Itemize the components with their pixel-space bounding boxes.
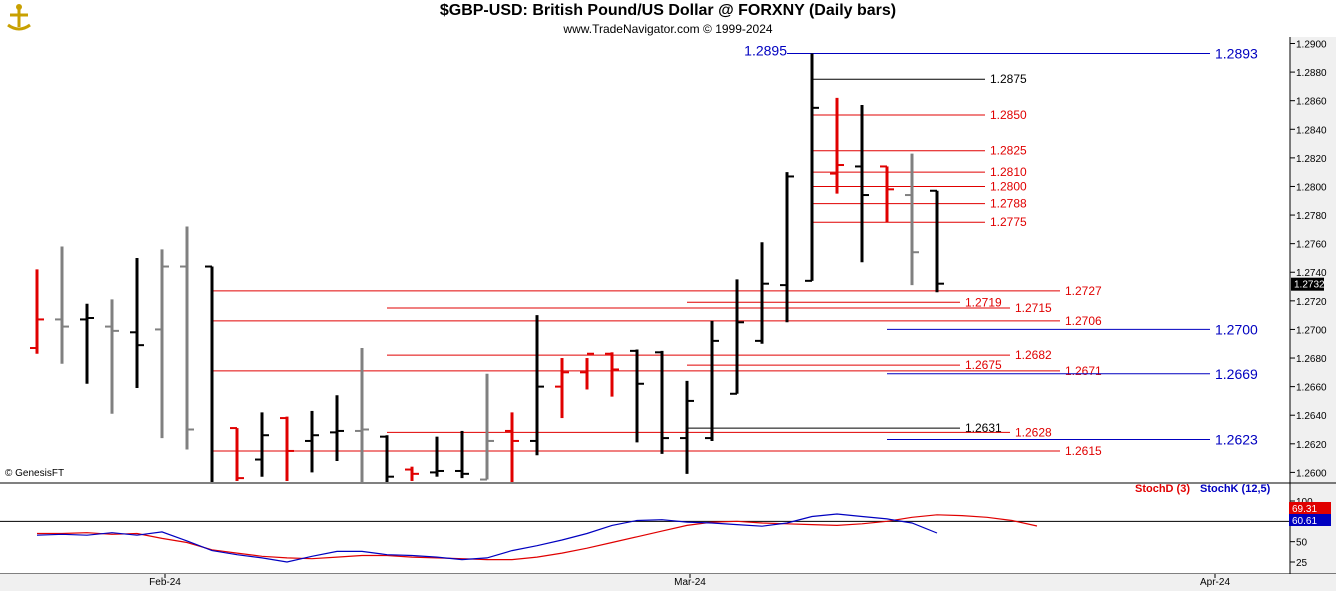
ohlc-bar	[655, 350, 669, 454]
stochd-value-box	[1289, 502, 1331, 514]
level-label: 1.2631	[965, 421, 1002, 435]
level-label: 1.2800	[990, 179, 1027, 193]
price-tick-label: 1.2820	[1296, 154, 1327, 165]
ohlc-bar	[530, 315, 544, 456]
level-label: 1.2628	[1015, 425, 1052, 439]
ohlc-bar	[430, 436, 444, 477]
ohlc-bar	[855, 104, 869, 263]
price-tick-label: 1.2740	[1296, 268, 1327, 279]
ohlc-bar	[905, 153, 919, 286]
stoch-tick-label: 50	[1296, 538, 1308, 549]
price-tick-label: 1.2660	[1296, 383, 1327, 394]
level-label: 1.2671	[1065, 364, 1102, 378]
level-label: 1.2895	[744, 43, 787, 59]
ohlc-bar	[305, 410, 319, 473]
price-tick-label: 1.2840	[1296, 125, 1327, 136]
price-tick-label: 1.2700	[1296, 325, 1327, 336]
ohlc-bar	[705, 320, 719, 441]
ohlc-bar	[280, 416, 294, 481]
ohlc-bar	[205, 265, 214, 482]
ohlc-bar	[255, 412, 269, 477]
ohlc-bar	[80, 303, 94, 384]
level-label: 1.2775	[990, 215, 1027, 229]
ohlc-bar	[930, 189, 944, 293]
ohlc-bar	[680, 380, 694, 474]
ohlc-bar	[330, 395, 344, 461]
ohlc-bar	[455, 430, 469, 479]
level-label: 1.2810	[990, 165, 1027, 179]
level-label: 1.2623	[1215, 432, 1258, 448]
ohlc-bar	[555, 358, 569, 419]
level-label: 1.2825	[990, 144, 1027, 158]
level-label: 1.2669	[1215, 366, 1258, 382]
date-tick-label: Apr-24	[1200, 577, 1230, 588]
ohlc-bar	[180, 226, 194, 450]
last-price-label: 1.2732	[1294, 280, 1325, 291]
level-label: 1.2893	[1215, 46, 1258, 62]
date-tick-label: Feb-24	[149, 577, 181, 588]
ohlc-bar	[155, 249, 169, 439]
ohlc-bar	[730, 279, 744, 395]
level-label: 1.2675	[965, 358, 1002, 372]
price-axis: 1.2600 1.2620 1.2640 1.2660 1.2680 1.2700 1.27…	[1290, 40, 1327, 479]
level-label: 1.2850	[990, 108, 1027, 122]
price-tick-label: 1.2780	[1296, 211, 1327, 222]
date-tick-label: Mar-24	[674, 577, 706, 588]
price-tick-label: 1.2680	[1296, 354, 1327, 365]
stochd-value-label: 69.31	[1292, 504, 1317, 515]
price-tick-label: 1.2800	[1296, 182, 1327, 193]
price-tick-label: 1.2620	[1296, 440, 1327, 451]
ohlc-bar	[130, 257, 144, 389]
stochk-legend: StochK (12,5)	[1200, 483, 1271, 495]
price-tick-label: 1.2720	[1296, 297, 1327, 308]
stoch-tick-label: 25	[1296, 558, 1308, 569]
ohlc-bar	[755, 242, 769, 344]
price-tick-label: 1.2860	[1296, 97, 1327, 108]
ohlc-bar	[405, 466, 419, 481]
chart-subtitle: www.TradeNavigator.com © 1999-2024	[563, 22, 773, 36]
price-tick-label: 1.2900	[1296, 40, 1327, 51]
level-label: 1.2727	[1065, 284, 1102, 298]
date-axis: Feb-24 Mar-24 Apr-24	[149, 574, 1230, 588]
price-tick-label: 1.2640	[1296, 411, 1327, 422]
stochd-legend: StochD (3)	[1135, 483, 1190, 495]
price-tick-label: 1.2760	[1296, 240, 1327, 251]
level-lines: 1.2895 1.2893 1.2875 1.2850 1.2825 1.28101.28…	[212, 43, 1258, 458]
level-label: 1.2788	[990, 197, 1027, 211]
ohlc-bar	[605, 352, 619, 397]
ohlc-bar	[505, 412, 519, 482]
ohlc-bar	[830, 97, 844, 194]
level-label: 1.2719	[965, 295, 1002, 309]
ohlc-bar	[580, 352, 594, 390]
level-label: 1.2615	[1065, 444, 1102, 458]
genesis-logo	[4, 3, 34, 38]
ohlc-bar	[480, 373, 494, 481]
price-tick-label: 1.2600	[1296, 468, 1327, 479]
ohlc-bar	[805, 53, 819, 282]
stochk-value-box	[1289, 514, 1331, 526]
stochk-value-label: 60.61	[1292, 516, 1317, 527]
level-label: 1.2715	[1015, 301, 1052, 315]
stochk-line	[36, 513, 938, 563]
last-price-box	[1291, 277, 1324, 291]
level-label: 1.2875	[990, 72, 1027, 86]
ohlc-bar	[30, 269, 44, 354]
ohlc-bar	[105, 299, 119, 414]
ohlc-bar	[780, 172, 794, 323]
copyright-label: © GenesisFT	[5, 468, 65, 479]
ohlc-bar	[630, 349, 644, 443]
ohlc-bar	[355, 348, 369, 482]
ohlc-bar	[880, 165, 894, 223]
level-label: 1.2706	[1065, 314, 1102, 328]
ohlc-bar	[55, 246, 69, 364]
ohlc-bar	[230, 427, 244, 481]
price-tick-label: 1.2880	[1296, 68, 1327, 79]
price-bars	[30, 53, 944, 482]
chart-title: $GBP-USD: British Pound/US Dollar @ FORX…	[439, 2, 897, 19]
ohlc-bar	[380, 435, 394, 482]
level-label: 1.2682	[1015, 348, 1052, 362]
level-label: 1.2700	[1215, 321, 1258, 337]
